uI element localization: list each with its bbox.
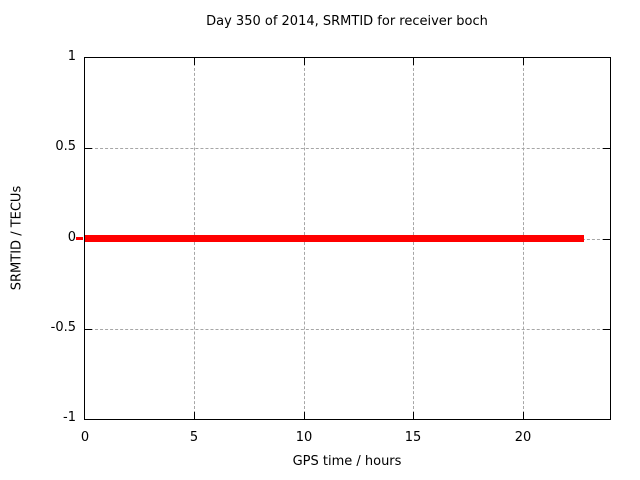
y-tick-label: 1: [67, 49, 76, 64]
x-tick-bottom: [304, 412, 305, 419]
x-tick-top: [194, 58, 195, 65]
x-tick-label: 10: [295, 430, 313, 445]
series-line-start-overhang: [76, 237, 83, 240]
y-tick-right: [603, 148, 610, 149]
y-tick-left: [85, 148, 92, 149]
y-tick-label: -0.5: [50, 320, 76, 335]
y-tick-right: [603, 239, 610, 240]
y-tick-label: 0.5: [55, 139, 76, 154]
x-tick-bottom: [194, 412, 195, 419]
plot-area: [84, 57, 611, 420]
x-tick-top: [304, 58, 305, 65]
chart-title: Day 350 of 2014, SRMTID for receiver boc…: [206, 14, 488, 29]
y-tick-label: 0: [67, 230, 76, 245]
y-tick-label: -1: [63, 410, 76, 425]
x-tick-label: 20: [514, 430, 532, 445]
y-gridline: [85, 148, 610, 149]
series-line-srmtid: [85, 235, 584, 242]
x-tick-label: 5: [189, 430, 199, 445]
x-tick-bottom: [523, 412, 524, 419]
x-tick-label: 0: [80, 430, 90, 445]
x-tick-label: 15: [404, 430, 422, 445]
x-axis-label: GPS time / hours: [292, 454, 402, 469]
x-tick-top: [523, 58, 524, 65]
y-tick-left: [85, 329, 92, 330]
x-tick-bottom: [413, 412, 414, 419]
y-tick-right: [603, 329, 610, 330]
x-tick-top: [413, 58, 414, 65]
y-gridline: [85, 329, 610, 330]
